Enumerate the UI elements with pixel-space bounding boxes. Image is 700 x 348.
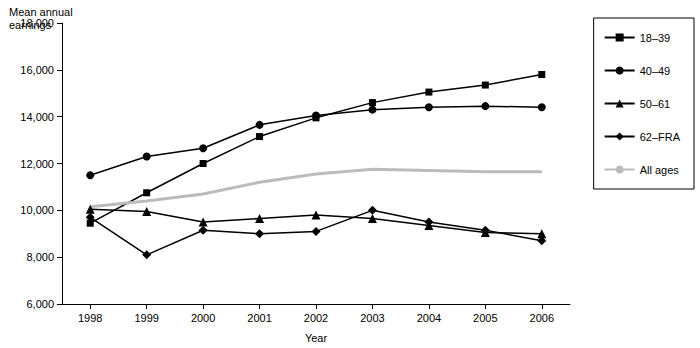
svg-text:50–61: 50–61 <box>640 98 671 110</box>
svg-text:1998: 1998 <box>78 312 102 324</box>
svg-text:2006: 2006 <box>530 312 554 324</box>
svg-text:16,000: 16,000 <box>20 64 54 76</box>
svg-text:40–49: 40–49 <box>640 65 671 77</box>
svg-text:Year: Year <box>305 332 328 344</box>
svg-text:62–FRA: 62–FRA <box>640 131 681 143</box>
svg-text:8,000: 8,000 <box>26 251 54 263</box>
svg-text:Mean annual: Mean annual <box>9 6 76 18</box>
svg-text:18–39: 18–39 <box>640 32 671 44</box>
svg-text:2005: 2005 <box>473 312 497 324</box>
svg-text:6,000: 6,000 <box>26 298 54 310</box>
svg-text:earnings: earnings <box>9 19 52 31</box>
svg-text:2000: 2000 <box>191 312 215 324</box>
svg-text:All ages: All ages <box>640 164 680 176</box>
svg-text:2002: 2002 <box>304 312 328 324</box>
svg-text:2001: 2001 <box>247 312 271 324</box>
svg-text:14,000: 14,000 <box>20 111 54 123</box>
svg-text:2003: 2003 <box>360 312 384 324</box>
svg-text:2004: 2004 <box>417 312 441 324</box>
svg-text:1999: 1999 <box>134 312 158 324</box>
svg-text:10,000: 10,000 <box>20 204 54 216</box>
svg-text:12,000: 12,000 <box>20 158 54 170</box>
